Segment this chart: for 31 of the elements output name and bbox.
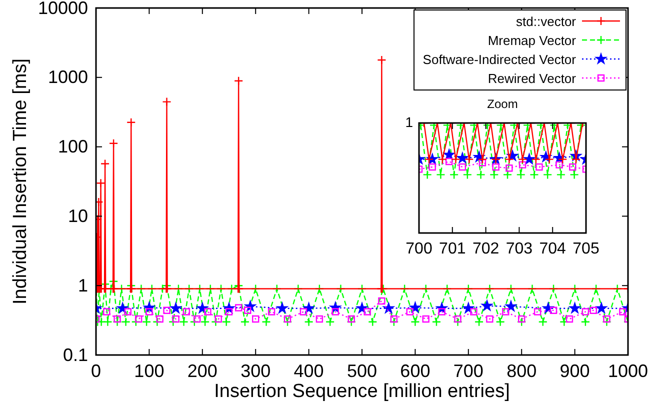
y-tick-label: 1 <box>78 275 88 296</box>
legend-label: std::vector <box>516 14 577 29</box>
y-tick-label: 1000 <box>48 67 88 88</box>
x-axis-title: Insertion Sequence [million entries] <box>214 381 510 402</box>
x-tick-label: 300 <box>240 360 271 381</box>
x-tick-label: 400 <box>294 360 324 381</box>
y-tick-label: 0.1 <box>62 344 88 365</box>
x-tick-label: 704 <box>539 240 566 258</box>
chart-title: Zoom <box>487 97 518 111</box>
annotation: 1 <box>405 114 414 130</box>
x-tick-label: 0 <box>90 360 102 381</box>
x-tick-label: 700 <box>406 240 432 258</box>
y-tick-label: 100 <box>58 136 88 157</box>
x-tick-label: 703 <box>506 240 533 258</box>
x-tick-label: 900 <box>560 360 590 381</box>
x-tick-label: 100 <box>134 360 164 381</box>
y-axis-title: Individual Insertion Time [ms] <box>10 58 31 305</box>
y-tick-label: 10 <box>68 206 88 226</box>
x-tick-label: 500 <box>346 360 378 381</box>
legend-label: Mremap Vector <box>488 33 577 48</box>
legend-label: Rewired Vector <box>488 71 577 86</box>
y-tick-label: 10000 <box>38 0 88 18</box>
x-tick-label: 800 <box>506 360 537 381</box>
x-tick-label: 701 <box>439 240 466 258</box>
x-tick-label: 1000 <box>608 360 648 381</box>
x-tick-label: 702 <box>472 240 500 258</box>
x-tick-label: 705 <box>572 240 600 258</box>
x-tick-label: 200 <box>187 360 218 381</box>
x-tick-label: 600 <box>400 360 430 381</box>
legend-label: Software-Indirected Vector <box>422 52 577 67</box>
x-tick-label: 700 <box>453 360 484 381</box>
